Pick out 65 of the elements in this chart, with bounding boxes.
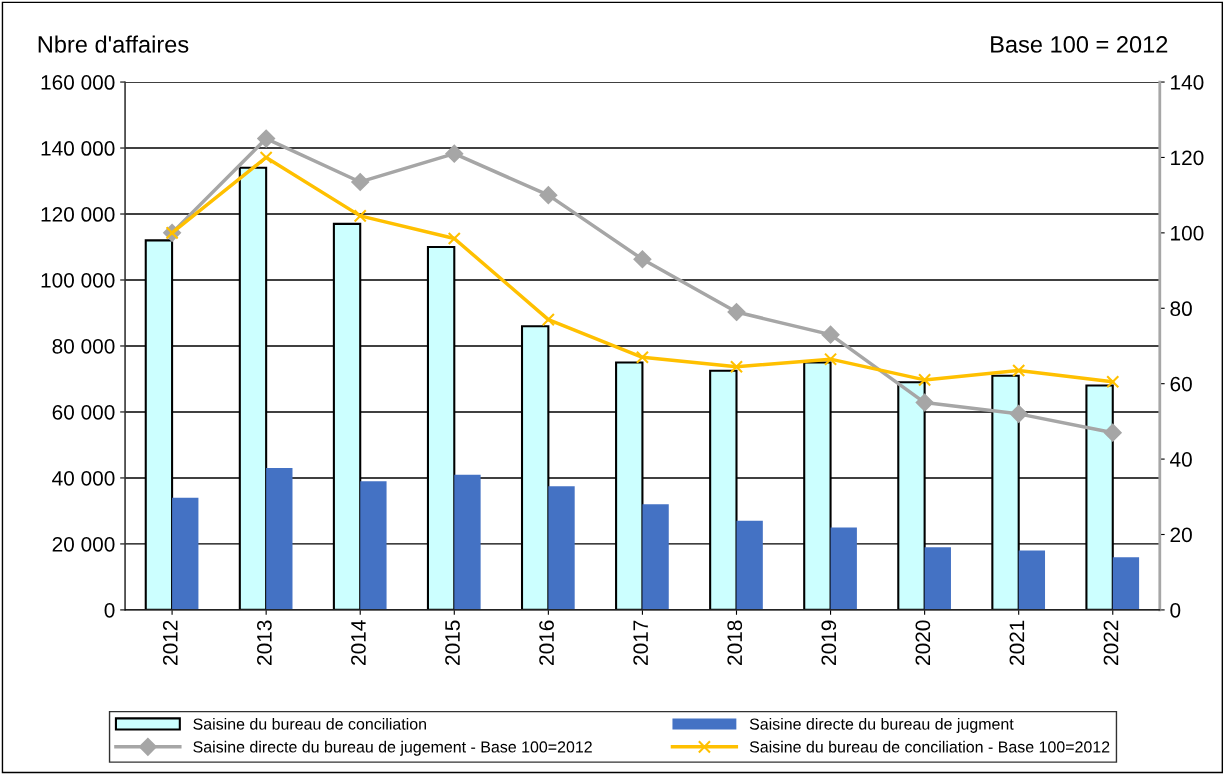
point xyxy=(823,352,838,366)
bar xyxy=(548,486,575,610)
y-tick-label: 20 000 xyxy=(52,536,115,552)
y-tick-label: 140 000 xyxy=(41,141,115,156)
y2-tick-label: 140 xyxy=(1171,75,1204,90)
x-tick-label: 2012 xyxy=(162,620,178,665)
bar xyxy=(642,504,669,610)
point xyxy=(821,325,840,344)
y2-tick-label: 0 xyxy=(1170,602,1181,618)
point xyxy=(541,312,555,327)
y-tick-label: 0 xyxy=(104,602,115,618)
y2-tick-label: 40 xyxy=(1170,452,1192,467)
x-tick-label: 2014 xyxy=(351,620,366,665)
y2-tick-label: 80 xyxy=(1170,301,1192,317)
y2-tick-label: 60 xyxy=(1170,376,1192,392)
x-tick-label: 2021 xyxy=(1009,620,1025,665)
y2-tick-label: 100 xyxy=(1171,225,1204,241)
y-tick-label: 100 000 xyxy=(41,273,115,288)
y2-axis-title: Base 100 = 2012 xyxy=(991,36,1168,53)
point xyxy=(259,150,273,165)
bar xyxy=(924,547,951,610)
bar xyxy=(1018,550,1046,610)
bar xyxy=(736,520,763,610)
point xyxy=(447,231,461,246)
bar xyxy=(454,474,481,610)
point xyxy=(353,209,367,223)
point xyxy=(1106,375,1120,389)
x-tick-label: 2018 xyxy=(727,620,743,665)
x-tick-label: 2020 xyxy=(915,620,931,665)
legend-label: Saisine directe du bureau de jugment xyxy=(749,717,1014,733)
point xyxy=(1012,363,1026,378)
x-tick-label: 2019 xyxy=(821,620,837,665)
bar xyxy=(266,468,293,610)
y-tick-label: 60 000 xyxy=(52,404,115,420)
x-tick-label: 2017 xyxy=(633,620,649,665)
legend-label: Saisine directe du bureau de jugement - Base 100=2012 xyxy=(193,740,592,756)
y-tick-label: 40 000 xyxy=(52,470,115,486)
point xyxy=(729,360,744,374)
y2-tick-label: 20 xyxy=(1170,527,1192,543)
bar xyxy=(172,497,199,610)
x-tick-label: 2022 xyxy=(1103,620,1119,665)
point xyxy=(918,373,932,387)
point xyxy=(635,350,650,364)
x-tick-label: 2015 xyxy=(445,620,460,665)
bar xyxy=(360,481,387,610)
point xyxy=(539,186,558,205)
bar xyxy=(1112,557,1140,610)
x-tick-label: 2013 xyxy=(256,620,272,665)
point xyxy=(445,144,464,163)
point xyxy=(633,250,652,269)
y-tick-label: 80 000 xyxy=(52,338,115,354)
point xyxy=(1009,404,1028,423)
y-tick-label: 120 000 xyxy=(41,207,115,222)
bar xyxy=(830,527,857,610)
y2-tick-label: 120 xyxy=(1171,150,1204,166)
legend-label: Saisine du bureau de conciliation xyxy=(193,717,426,730)
point xyxy=(727,303,746,321)
y-tick-label: 160 000 xyxy=(41,75,115,90)
x-tick-label: 2016 xyxy=(539,620,554,665)
y-axis-title: Nbre d'affaires xyxy=(38,35,189,53)
point xyxy=(1103,423,1122,442)
legend-label: Saisine du bureau de conciliation - Base 100=2012 xyxy=(749,740,1110,753)
point xyxy=(351,173,370,191)
point xyxy=(915,393,934,412)
point xyxy=(257,129,276,148)
